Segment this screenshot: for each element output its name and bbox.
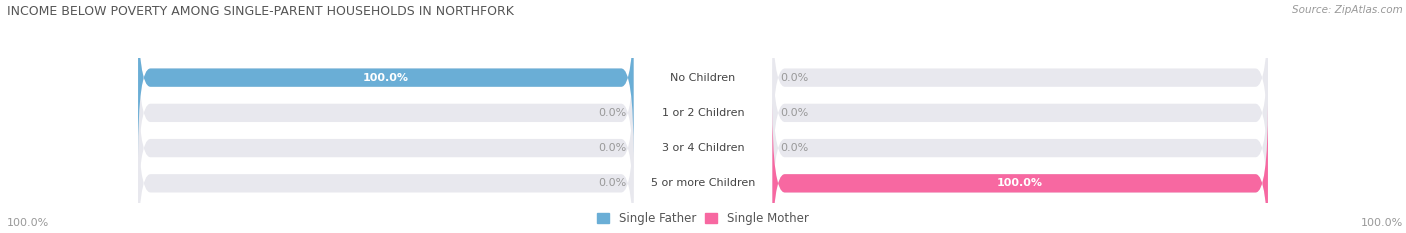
FancyBboxPatch shape — [772, 104, 1268, 233]
Text: Source: ZipAtlas.com: Source: ZipAtlas.com — [1292, 5, 1403, 15]
Text: 0.0%: 0.0% — [780, 73, 808, 83]
FancyBboxPatch shape — [772, 34, 1268, 192]
Text: 0.0%: 0.0% — [598, 143, 626, 153]
Legend: Single Father, Single Mother: Single Father, Single Mother — [598, 212, 808, 225]
Text: INCOME BELOW POVERTY AMONG SINGLE-PARENT HOUSEHOLDS IN NORTHFORK: INCOME BELOW POVERTY AMONG SINGLE-PARENT… — [7, 5, 515, 18]
Text: 0.0%: 0.0% — [780, 143, 808, 153]
Text: 100.0%: 100.0% — [7, 218, 49, 228]
Text: No Children: No Children — [671, 73, 735, 83]
Text: 0.0%: 0.0% — [598, 178, 626, 188]
FancyBboxPatch shape — [138, 104, 634, 233]
Text: 3 or 4 Children: 3 or 4 Children — [662, 143, 744, 153]
Text: 100.0%: 100.0% — [1361, 218, 1403, 228]
Text: 100.0%: 100.0% — [997, 178, 1043, 188]
Text: 0.0%: 0.0% — [598, 108, 626, 118]
FancyBboxPatch shape — [138, 69, 634, 227]
Text: 0.0%: 0.0% — [780, 108, 808, 118]
FancyBboxPatch shape — [138, 0, 634, 157]
Text: 5 or more Children: 5 or more Children — [651, 178, 755, 188]
Text: 100.0%: 100.0% — [363, 73, 409, 83]
Text: 1 or 2 Children: 1 or 2 Children — [662, 108, 744, 118]
FancyBboxPatch shape — [772, 0, 1268, 157]
FancyBboxPatch shape — [138, 0, 634, 157]
FancyBboxPatch shape — [138, 34, 634, 192]
FancyBboxPatch shape — [772, 104, 1268, 233]
FancyBboxPatch shape — [772, 69, 1268, 227]
